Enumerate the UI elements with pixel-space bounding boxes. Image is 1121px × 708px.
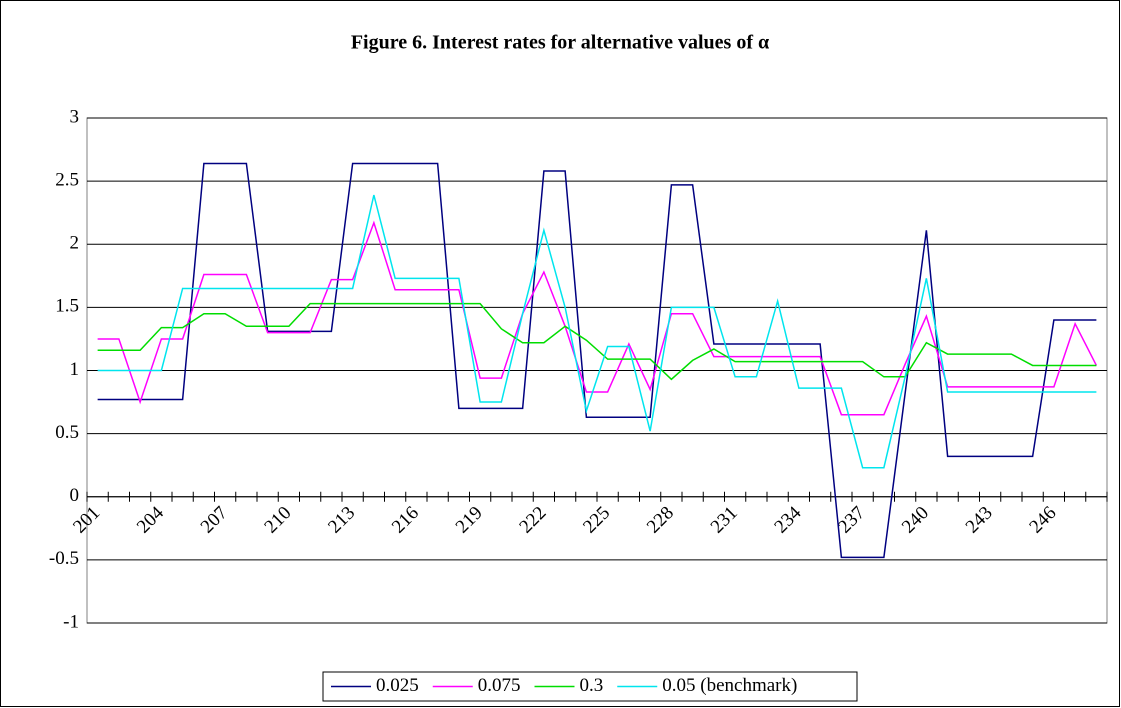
legend-label: 0.075 xyxy=(478,675,521,696)
legend-label: 0.05 (benchmark) xyxy=(662,675,797,696)
y-tick-label: 1 xyxy=(70,359,80,380)
y-tick-label: 2 xyxy=(70,233,80,254)
y-tick-label: 0.5 xyxy=(55,422,79,443)
legend-label: 0.3 xyxy=(580,675,604,696)
y-tick-label: 0 xyxy=(70,485,80,506)
y-tick-label: 3 xyxy=(70,106,80,127)
series-line xyxy=(97,194,1097,469)
legend xyxy=(322,671,858,702)
y-tick-label: 2.5 xyxy=(55,169,79,190)
y-tick-label: 1.5 xyxy=(55,296,79,317)
series-line xyxy=(97,302,1097,381)
chart-title: Figure 6. Interest rates for alternative… xyxy=(351,32,769,54)
series-line xyxy=(97,162,1097,559)
y-tick-label: -1 xyxy=(63,611,79,632)
legend-label: 0.025 xyxy=(376,675,419,696)
series-line xyxy=(97,220,1098,416)
y-tick-label: -0.5 xyxy=(49,548,79,569)
